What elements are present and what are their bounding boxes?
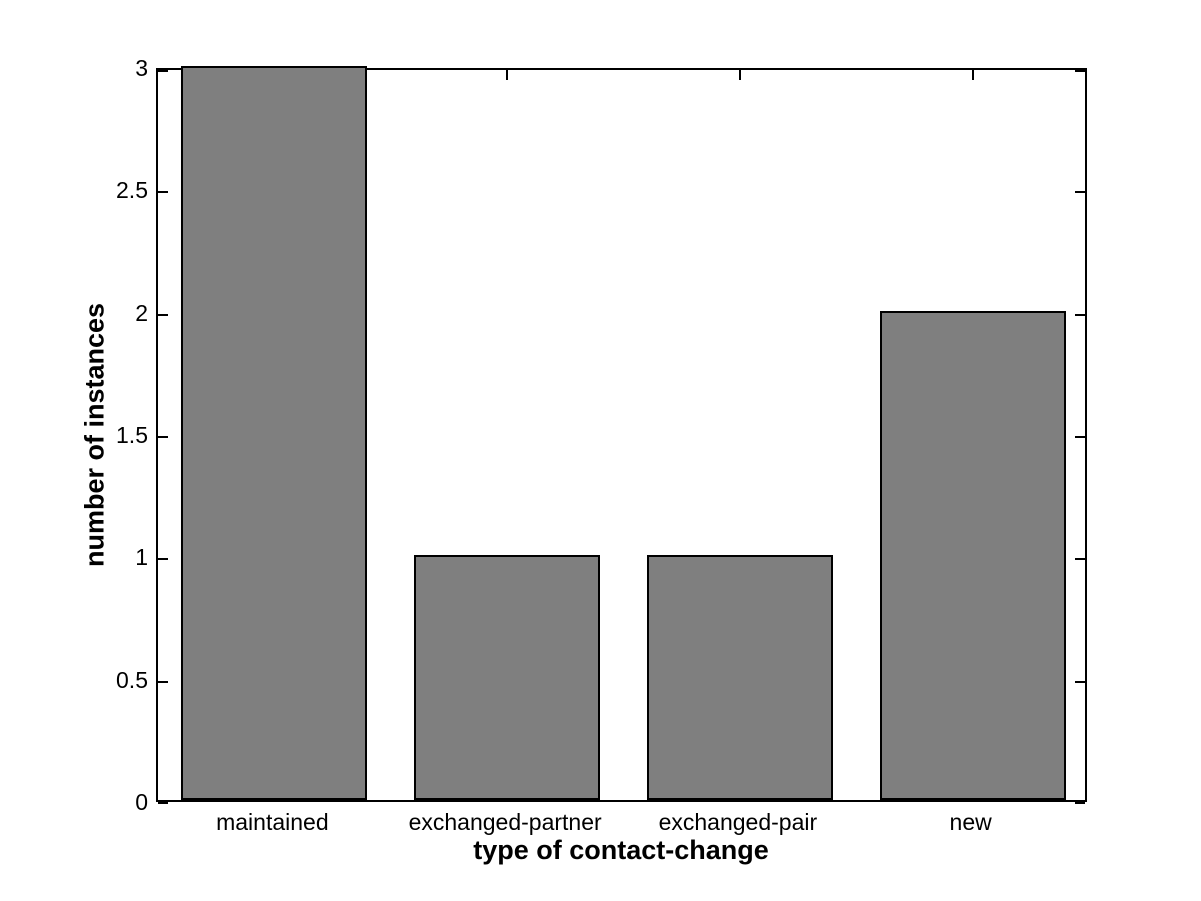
y-tick-left — [158, 558, 168, 561]
y-tick-left — [158, 191, 168, 194]
y-tick-label: 2 — [135, 299, 148, 326]
bar-exchanged-pair — [646, 555, 833, 800]
y-tick-right — [1075, 436, 1085, 438]
y-tick-label: 1 — [135, 544, 148, 571]
x-tick-label-exchanged-pair: exchanged-pair — [658, 809, 818, 835]
y-tick-right — [1075, 680, 1085, 683]
x-tick-label-new: new — [949, 809, 992, 835]
y-tick-label: 0.5 — [116, 666, 148, 693]
y-tick-left — [158, 70, 168, 72]
y-tick-left — [158, 680, 168, 683]
y-tick-label: 2.5 — [116, 177, 148, 204]
y-tick-right — [1075, 70, 1085, 72]
x-axis-label: type of contact-change — [473, 835, 769, 865]
bar-exchanged-partner — [414, 555, 601, 800]
y-tick-right — [1075, 802, 1085, 804]
y-tick-right — [1075, 558, 1085, 561]
y-tick-left — [158, 313, 168, 316]
y-tick-left — [158, 802, 168, 804]
x-tick-top — [738, 70, 741, 80]
x-tick-top — [971, 70, 974, 80]
bar-maintained — [181, 66, 368, 800]
bar-new — [879, 310, 1066, 800]
y-axis-label: number of instances — [79, 302, 110, 568]
x-tick-label-exchanged-partner: exchanged-partner — [408, 809, 602, 835]
y-tick-label: 3 — [135, 55, 148, 81]
y-tick-label: 1.5 — [116, 422, 148, 448]
x-tick-label-maintained: maintained — [216, 809, 329, 835]
plot-area — [156, 66, 1087, 804]
y-tick-left — [158, 436, 168, 438]
y-tick-label: 0 — [135, 789, 148, 815]
y-tick-right — [1075, 191, 1085, 194]
x-tick-top — [506, 70, 509, 80]
y-tick-right — [1075, 313, 1085, 316]
bars — [158, 66, 1085, 800]
